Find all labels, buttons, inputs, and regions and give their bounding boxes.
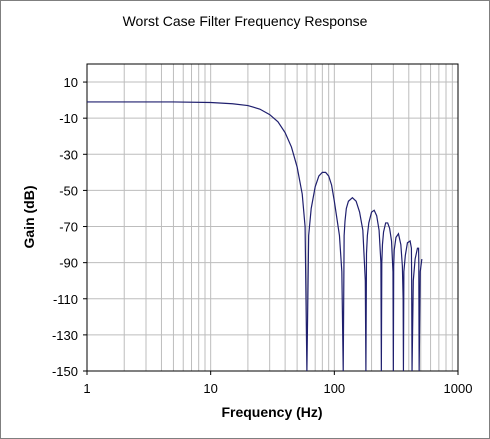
- y-axis: 10 -10 -30 -50 -70 -90 -110 -130 -150: [52, 75, 87, 379]
- y-tick-label: -50: [59, 183, 78, 198]
- x-axis: 1 10 100 1000: [83, 371, 472, 396]
- y-tick-label: -130: [52, 328, 78, 343]
- y-tick-label: -90: [59, 256, 78, 271]
- grid: [87, 64, 458, 371]
- response-curve: [87, 101, 423, 372]
- x-tick-label: 1000: [444, 381, 473, 396]
- x-axis-label: Frequency (Hz): [221, 404, 322, 420]
- y-tick-label: -70: [59, 220, 78, 235]
- y-tick-label: -10: [59, 111, 78, 126]
- y-tick-label: -150: [52, 364, 78, 379]
- y-axis-label: Gain (dB): [21, 186, 37, 249]
- x-tick-label: 10: [203, 381, 217, 396]
- x-tick-label: 1: [83, 381, 90, 396]
- chart-title: Worst Case Filter Frequency Response: [123, 13, 368, 29]
- y-tick-label: -110: [53, 292, 78, 307]
- plot-area: [86, 63, 459, 372]
- y-tick-label: -30: [59, 147, 78, 162]
- x-tick-label: 100: [323, 381, 345, 396]
- y-tick-label: 10: [64, 75, 78, 90]
